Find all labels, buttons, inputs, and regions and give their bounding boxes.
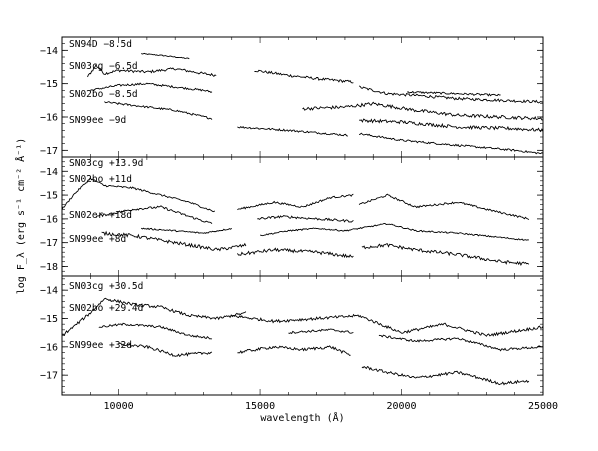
- y-tick-label: −15: [40, 314, 58, 325]
- series-label: SN02bo +11d: [69, 174, 132, 185]
- spectrum-line: [361, 243, 530, 267]
- series-label: SN03cg −6.5d: [69, 61, 138, 72]
- y-tick-label: −17: [40, 146, 58, 157]
- panel-1: −14 −15 −16 −17 SN94D −8.5d SN03cg −6.5d SN02b…: [40, 36, 544, 158]
- spectrum-line: [90, 82, 213, 93]
- series-1-2: [87, 63, 543, 104]
- x-tick-label: 10000: [104, 401, 134, 412]
- spectrum-line: [140, 227, 233, 234]
- series-label: SN94D −8.5d: [69, 39, 132, 50]
- x-axis: 10000 15000 20000 25000: [104, 401, 559, 412]
- spectrum-line: [361, 365, 530, 386]
- spectrum-line: [95, 205, 213, 225]
- series-2-1: [62, 176, 530, 220]
- series-label: SN03cg +13.9d: [69, 158, 143, 169]
- spectrum-line: [378, 334, 543, 352]
- series-label: SN99ee +32d: [69, 340, 132, 351]
- spectrum-line: [101, 230, 247, 252]
- series-label: SN02bo +29.4d: [69, 303, 143, 314]
- panel-2: −14 −15 −16 −17 −18 SN03cg +13.9d SN02bo +11d S…: [40, 156, 544, 277]
- spectrum-line: [288, 328, 354, 335]
- spectrum-line: [237, 345, 351, 356]
- spectrum-line: [141, 52, 190, 60]
- spectrum-line: [98, 322, 213, 340]
- series-3-1: [62, 297, 543, 337]
- panel-frame: [61, 275, 544, 396]
- y-tick-label: −16: [40, 113, 58, 124]
- spectrum-line: [257, 214, 354, 223]
- series-3-2: [98, 322, 543, 352]
- y-tick-label: −15: [40, 79, 58, 90]
- series-2-2: [95, 205, 354, 225]
- spectrum-line: [237, 125, 348, 137]
- series-1-1: [141, 52, 190, 60]
- y-tick-label: −14: [40, 46, 58, 57]
- y-tick-label: −14: [40, 286, 58, 297]
- spectrum-line: [87, 63, 217, 78]
- y-tick-label: −17: [40, 371, 58, 382]
- spectrum-line: [260, 223, 529, 241]
- spectrum-line: [62, 297, 247, 336]
- spectrum-line: [254, 69, 354, 84]
- y-tick-label: −18: [40, 262, 58, 273]
- spectrum-line: [118, 342, 213, 357]
- y-tick-label: −16: [40, 214, 58, 225]
- panels: −14 −15 −16 −17 SN94D −8.5d SN03cg −6.5d SN02b…: [40, 36, 544, 396]
- spectrum-line: [302, 101, 543, 121]
- series-label: SN02er +18d: [69, 210, 132, 221]
- spectrum-line: [237, 193, 354, 211]
- series-label: SN03cg +30.5d: [69, 281, 143, 292]
- series-2-3: [140, 223, 529, 241]
- y-tick-label: −15: [40, 191, 58, 202]
- y-axis-title: log F_λ (erg s⁻¹ cm⁻² Å⁻¹): [14, 138, 27, 295]
- series-label: SN02bo −8.5d: [69, 89, 138, 100]
- y-tick-label: −17: [40, 238, 58, 249]
- x-tick-label: 15000: [245, 401, 275, 412]
- spectrum-line: [237, 247, 354, 259]
- spectrum-line: [358, 193, 530, 220]
- spectrum-line: [358, 132, 543, 155]
- series-1-5: [302, 101, 543, 133]
- spectrum-line: [359, 118, 543, 133]
- series-1-3: [90, 82, 501, 97]
- panel-3: −14 −15 −16 −17 SN03cg +30.5d SN02bo +29.4d SN…: [40, 275, 544, 396]
- spectrum-line: [62, 176, 216, 213]
- spectrum-line: [104, 101, 213, 120]
- series-1-4: [104, 101, 543, 155]
- x-tick-label: 20000: [386, 401, 416, 412]
- spectrum-line: [407, 90, 501, 97]
- spectrum-line: [358, 85, 543, 104]
- series-2-4: [101, 230, 530, 267]
- series-label: SN99ee +8d: [69, 234, 126, 245]
- x-axis-title: wavelength (Å): [260, 411, 344, 424]
- spectrum-line: [231, 313, 543, 337]
- series-3-3: [118, 342, 530, 386]
- x-tick-label: 25000: [528, 401, 558, 412]
- y-tick-label: −16: [40, 342, 58, 353]
- series-label: SN99ee −9d: [69, 115, 126, 126]
- y-tick-label: −14: [40, 167, 58, 178]
